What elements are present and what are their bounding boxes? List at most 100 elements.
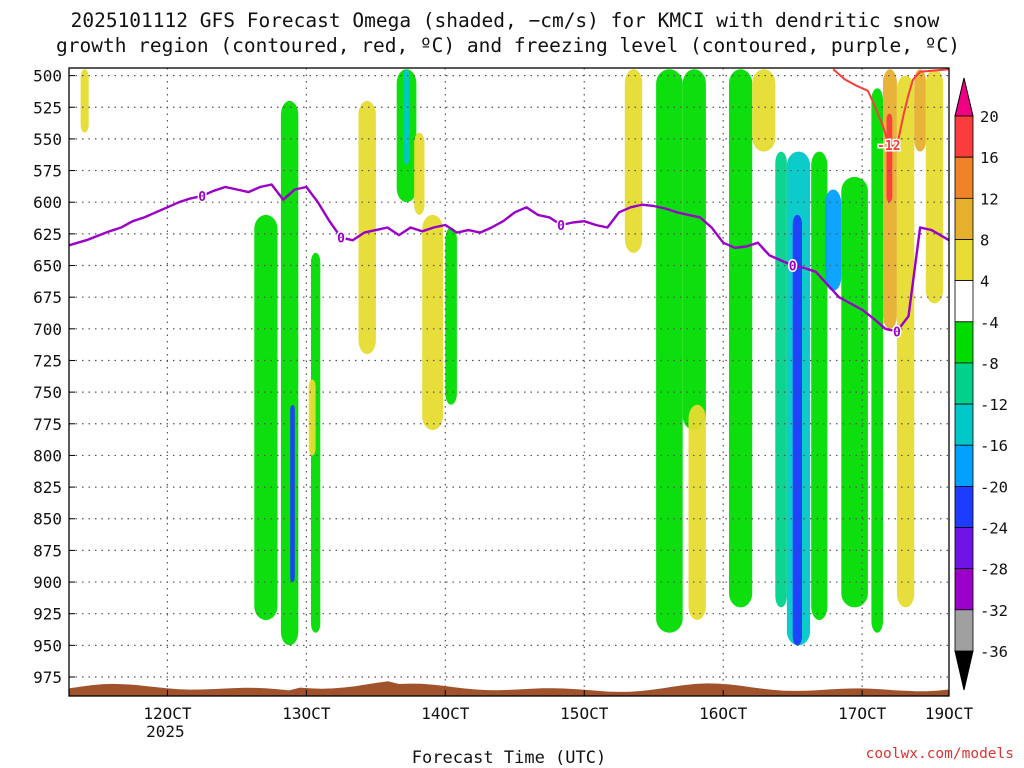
colorbar-box-10 — [954, 527, 974, 570]
omega-region-col-23c — [792, 214, 802, 646]
y-tick-label-775: 775 — [33, 415, 62, 434]
freezing-level-label-0: 0 — [198, 190, 206, 205]
omega-region-col-18c — [445, 227, 457, 405]
colorbar-box-1 — [954, 156, 974, 199]
colorbar-bottom-arrow — [954, 650, 974, 691]
omega-region-col-18b — [422, 214, 443, 431]
chart-title-line-2: growth region (contoured, red, ºC) and f… — [56, 34, 960, 57]
colorbar-label-8: 8 — [980, 232, 989, 250]
y-tick-label-525: 525 — [33, 98, 62, 117]
plot-frame — [68, 67, 950, 697]
credit-text[interactable]: coolwx.com/models — [866, 746, 1014, 762]
y-tick-label-550: 550 — [33, 130, 62, 149]
colorbar-box-12 — [954, 609, 974, 652]
omega-region-col-21 — [688, 404, 706, 620]
omega-region-col-22b — [752, 69, 776, 152]
y-tick-label-675: 675 — [33, 288, 62, 307]
y-tick-label-600: 600 — [33, 193, 62, 212]
omega-region-col-24b — [841, 176, 868, 608]
colorbar-label--36: -36 — [980, 643, 1008, 661]
colorbar-label--20: -20 — [980, 478, 1008, 496]
x-tick-label-15OCT: 15OCT — [560, 704, 609, 723]
colorbar-label--4: -4 — [980, 314, 999, 332]
colorbar-label--8: -8 — [980, 355, 999, 373]
y-tick-label-950: 950 — [33, 636, 62, 655]
colorbar-box-11 — [954, 568, 974, 611]
x-tick-label-12OCT: 12OCT — [143, 704, 192, 723]
y-tick-label-500: 500 — [33, 67, 62, 86]
terrain-surface — [69, 681, 949, 696]
colorbar-box-7 — [954, 403, 974, 446]
freezing-level-label-2: 0 — [557, 219, 565, 234]
y-tick-label-725: 725 — [33, 351, 62, 370]
colorbar-box-0 — [954, 115, 974, 158]
y-tick-label-575: 575 — [33, 162, 62, 181]
colorbar-label-16: 16 — [980, 149, 999, 167]
omega-region-col-16b — [358, 100, 376, 355]
y-tick-label-650: 650 — [33, 257, 62, 276]
omega-region-col-24 — [825, 189, 842, 291]
y-tick-label-975: 975 — [33, 668, 62, 687]
omega-region-col-15 — [280, 100, 299, 646]
freezing-level-contour — [68, 183, 950, 333]
y-tick-label-800: 800 — [33, 446, 62, 465]
colorbar-box-4 — [954, 280, 974, 323]
colorbar-label--32: -32 — [980, 602, 1008, 620]
omega-region-col-23 — [775, 151, 787, 608]
colorbar-top-arrow — [954, 77, 974, 117]
colorbar-box-9 — [954, 485, 974, 528]
y-tick-label-625: 625 — [33, 225, 62, 244]
omega-region-col-15c — [311, 252, 321, 633]
omega-region-col-19 — [624, 69, 643, 253]
y-tick-label-700: 700 — [33, 320, 62, 339]
y-tick-label-900: 900 — [33, 573, 62, 592]
freezing-level-label-1: 0 — [337, 232, 345, 247]
omega-region-col-18 — [414, 132, 425, 215]
omega-region-col-17b — [403, 69, 410, 165]
colorbar-label-20: 20 — [980, 108, 999, 126]
omega-shading-layer — [80, 69, 944, 646]
omega-region-col-24c — [871, 88, 883, 633]
omega-region-col-20 — [656, 69, 683, 633]
x-tick-label-14OCT: 14OCT — [421, 704, 470, 723]
omega-region-col-26 — [914, 69, 926, 152]
omega-region-col-26b — [925, 69, 944, 304]
omega-region-col-22 — [729, 69, 753, 608]
colorbar-box-3 — [954, 239, 974, 282]
freezing-level-label-3: 0 — [789, 260, 797, 275]
omega-region-col-25b — [886, 113, 893, 203]
omega-region-col-13 — [80, 69, 89, 133]
y-tick-label-825: 825 — [33, 478, 62, 497]
omega-region-col-15b — [290, 404, 295, 583]
y-tick-label-750: 750 — [33, 383, 62, 402]
colorbar: 20 16 12 8 4 -4 -8 -12 -16 -20 -24 -28 -32 -36 — [954, 77, 1008, 691]
omega-region-col-25c — [896, 75, 915, 608]
dgz-label-0: -12 — [877, 139, 900, 154]
colorbar-box-5 — [954, 321, 974, 364]
x-tick-label-17OCT: 17OCT — [838, 704, 887, 723]
x-axis-title: Forecast Time (UTC) — [412, 748, 606, 768]
colorbar-label-12: 12 — [980, 190, 999, 208]
colorbar-label--24: -24 — [980, 520, 1008, 538]
colorbar-box-6 — [954, 362, 974, 405]
x-tick-sublabel-12OCT: 2025 — [146, 722, 185, 741]
y-axis: 500 525 550 575 600 625 650 675 700 725 750 775 800 8… — [33, 67, 75, 687]
omega-region-col-23d — [811, 151, 828, 621]
x-tick-label-19OCT: 19OCT — [925, 704, 974, 723]
omega-region-col-16a — [308, 379, 316, 456]
gridlines — [69, 68, 949, 696]
colorbar-box-2 — [954, 197, 974, 240]
colorbar-label--16: -16 — [980, 437, 1008, 455]
y-tick-label-850: 850 — [33, 510, 62, 529]
colorbar-label--28: -28 — [980, 561, 1008, 579]
contour-layer: 0 0 0 0 0 -12 — [68, 68, 950, 342]
colorbar-box-8 — [954, 444, 974, 487]
freezing-level-label-4: 0 — [893, 325, 901, 340]
ground-fill — [69, 681, 949, 696]
x-tick-label-13OCT: 13OCT — [282, 704, 331, 723]
colorbar-label-4: 4 — [980, 273, 989, 291]
colorbar-label--12: -12 — [980, 396, 1008, 414]
dgz-contour — [832, 68, 950, 148]
